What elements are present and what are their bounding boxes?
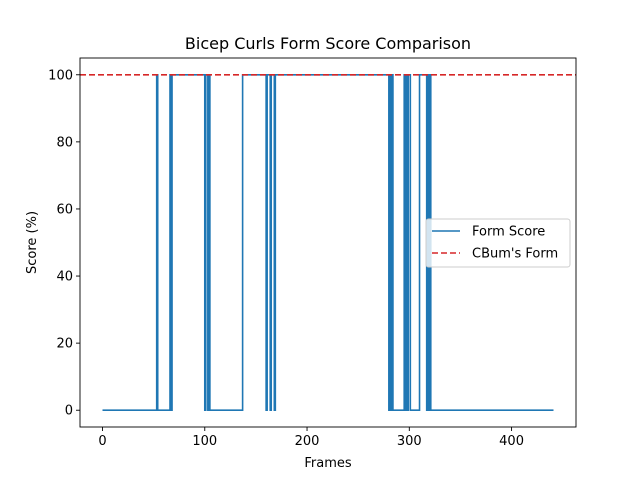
y-tick-label: 100 <box>48 68 73 83</box>
x-tick-label: 100 <box>192 434 217 449</box>
x-tick-label: 300 <box>397 434 422 449</box>
y-tick-label: 20 <box>56 337 73 352</box>
chart-title: Bicep Curls Form Score Comparison <box>185 34 471 53</box>
legend: Form Score CBum's Form <box>425 218 571 268</box>
legend-label: Form Score <box>472 225 545 240</box>
plot-area: 0 100 200 300 400 0 20 40 60 80 100 <box>48 57 577 449</box>
x-tick-label: 0 <box>98 434 106 449</box>
x-axis-label: Frames <box>304 456 352 471</box>
legend-box <box>425 218 571 268</box>
x-tick-label: 400 <box>499 434 524 449</box>
y-tick-label: 80 <box>56 135 73 150</box>
y-tick-label: 40 <box>56 270 73 285</box>
y-tick-label: 0 <box>65 404 73 419</box>
legend-label: CBum's Form <box>472 247 558 262</box>
axes-frame <box>79 57 577 428</box>
y-axis-label: Score (%) <box>25 211 40 274</box>
x-tick-label: 200 <box>295 434 320 449</box>
y-tick-label: 60 <box>56 202 73 217</box>
